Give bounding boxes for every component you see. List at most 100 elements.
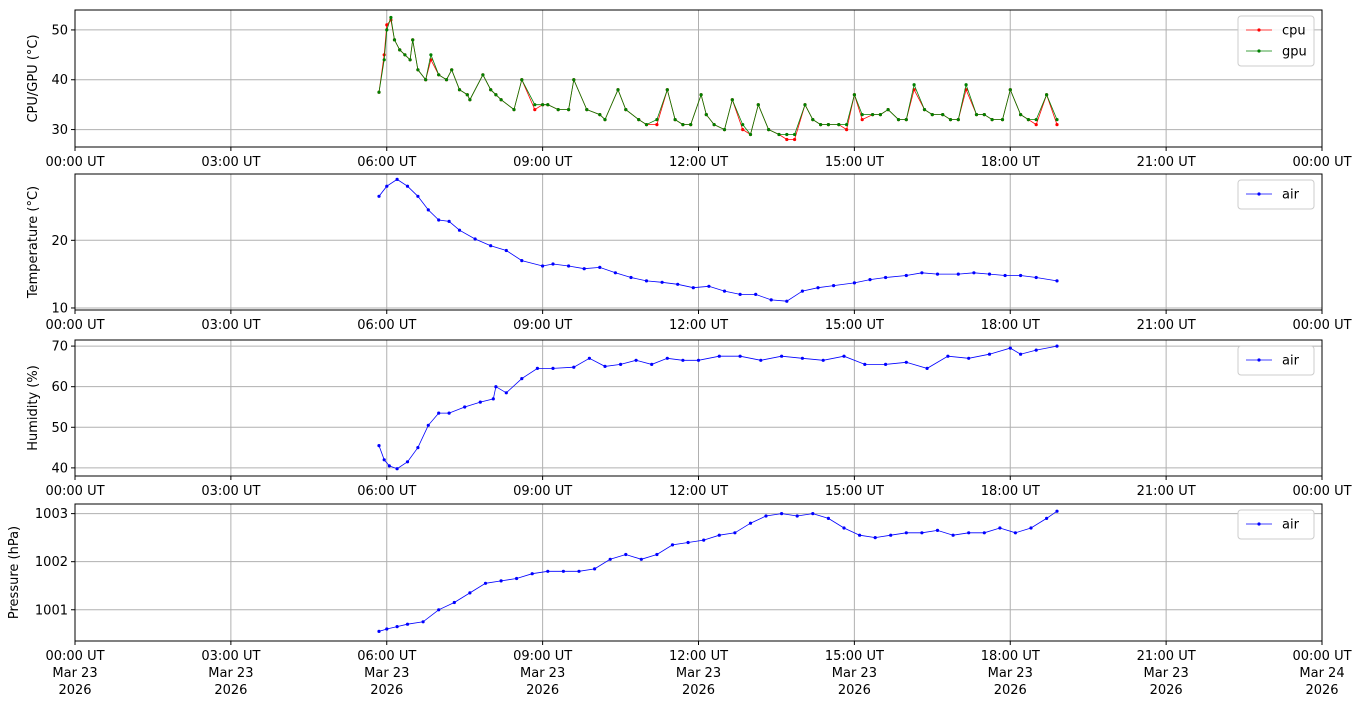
data-point-gpu <box>655 118 659 122</box>
data-point-air <box>967 356 971 360</box>
data-point-air <box>577 569 581 573</box>
data-point-air <box>473 237 477 241</box>
data-point-cpu <box>385 23 389 27</box>
data-point-gpu <box>912 83 916 87</box>
x-tick-label-date: Mar 23 <box>1144 666 1189 681</box>
data-point-gpu <box>785 132 789 137</box>
data-point-gpu <box>673 118 677 122</box>
data-point-gpu <box>941 113 945 117</box>
panel-1: 10 20 00:00 UT 03:00 UT 06:00 UT 09:00 UT 12:0… <box>26 173 1352 333</box>
data-point-air <box>951 533 955 537</box>
x-tick-label-time: 15:00 UT <box>825 155 884 170</box>
x-tick-label-date: Mar 23 <box>520 666 565 681</box>
data-point-air <box>452 600 456 605</box>
legend-label-air: air <box>1282 518 1300 533</box>
data-point-air <box>717 533 721 537</box>
data-point-gpu <box>403 53 407 57</box>
x-tick-label-time: 00:00 UT <box>45 155 104 170</box>
data-point-air <box>800 289 805 293</box>
data-point-air <box>504 391 508 395</box>
x-tick-label-time: 00:00 UT <box>1292 649 1351 664</box>
data-point-gpu <box>871 113 875 117</box>
data-point-gpu <box>845 123 849 127</box>
data-point-air <box>686 540 690 545</box>
data-point-air <box>1034 348 1038 352</box>
data-point-air <box>655 552 659 557</box>
data-point-air <box>405 184 410 188</box>
data-point-gpu <box>930 113 934 117</box>
data-point-air <box>821 358 825 362</box>
x-tick-label-time: 18:00 UT <box>981 155 1040 170</box>
data-point-air <box>1055 509 1059 513</box>
data-point-air <box>377 629 381 634</box>
data-point-air <box>811 511 815 516</box>
data-point-gpu <box>811 118 815 122</box>
legend-marker-cpu <box>1257 28 1261 32</box>
data-point-air <box>842 354 846 358</box>
data-point-air <box>489 244 493 248</box>
data-point-air <box>780 511 784 516</box>
data-point-gpu <box>512 108 516 112</box>
x-tick-label-time: 12:00 UT <box>669 484 728 499</box>
data-point-air <box>530 572 534 576</box>
data-point-air <box>842 526 846 530</box>
panel-2: 40 50 60 70 00:00 UT 03:00 UT 06:00 UT 09:00 UT… <box>26 339 1352 499</box>
data-point-air <box>748 521 753 525</box>
data-point-cpu <box>533 108 537 112</box>
data-point-air <box>769 298 773 302</box>
data-point-gpu <box>756 103 760 107</box>
data-point-air <box>904 273 908 278</box>
data-point-gpu <box>826 123 831 127</box>
data-point-gpu <box>712 123 716 127</box>
data-point-gpu <box>408 58 412 62</box>
x-tick-label-time: 09:00 UT <box>513 155 572 170</box>
x-tick-label-time: 00:00 UT <box>1292 155 1351 170</box>
data-point-air <box>972 271 976 275</box>
data-point-air <box>437 218 441 222</box>
data-point-gpu <box>665 88 669 92</box>
series-line-air <box>378 345 1058 470</box>
y-tick-label: 40 <box>51 73 68 88</box>
data-point-air <box>426 423 430 427</box>
data-point-gpu <box>603 118 607 122</box>
data-point-cpu <box>1055 123 1059 127</box>
data-point-air <box>800 356 805 360</box>
data-point-gpu <box>598 113 602 117</box>
legend-label-gpu: gpu <box>1282 45 1307 60</box>
data-point-air <box>1055 279 1059 283</box>
x-tick-label-year: 2026 <box>1305 683 1338 698</box>
data-point-air <box>385 627 389 631</box>
x-tick-label-time: 03:00 UT <box>201 318 260 333</box>
data-point-air <box>738 292 742 296</box>
data-point-gpu <box>793 132 797 137</box>
data-point-gpu <box>377 90 381 94</box>
data-point-air <box>1029 526 1033 530</box>
panel-3: 1001 1002 1003 00:00 UT Mar 23 2026 03:00 UT Ma… <box>7 503 1352 698</box>
data-point-air <box>447 411 451 415</box>
data-point-air <box>764 514 768 518</box>
data-point-gpu <box>964 83 968 87</box>
data-point-air <box>722 289 727 293</box>
y-tick-label: 40 <box>51 461 68 476</box>
data-point-air <box>541 264 545 268</box>
x-tick-label-year: 2026 <box>526 683 559 698</box>
x-tick-label-time: 18:00 UT <box>981 318 1040 333</box>
x-tick-label-date: Mar 23 <box>832 666 877 681</box>
data-point-air <box>499 579 503 583</box>
x-tick-label-time: 21:00 UT <box>1137 649 1196 664</box>
data-point-air <box>738 354 742 358</box>
data-point-air <box>551 262 555 266</box>
data-point-gpu <box>450 68 454 72</box>
x-tick-label-time: 09:00 UT <box>513 649 572 664</box>
data-point-gpu <box>416 68 420 72</box>
data-point-air <box>1019 352 1023 356</box>
data-point-air <box>377 194 381 198</box>
series-line-air <box>378 178 1058 302</box>
y-tick-label: 1002 <box>35 555 68 570</box>
x-tick-label-time: 03:00 UT <box>201 649 260 664</box>
legend-box <box>1237 179 1315 210</box>
x-tick-label-time: 21:00 UT <box>1137 155 1196 170</box>
data-point-air <box>421 620 425 624</box>
data-point-air <box>935 528 940 533</box>
x-tick-label-time: 15:00 UT <box>825 649 884 664</box>
